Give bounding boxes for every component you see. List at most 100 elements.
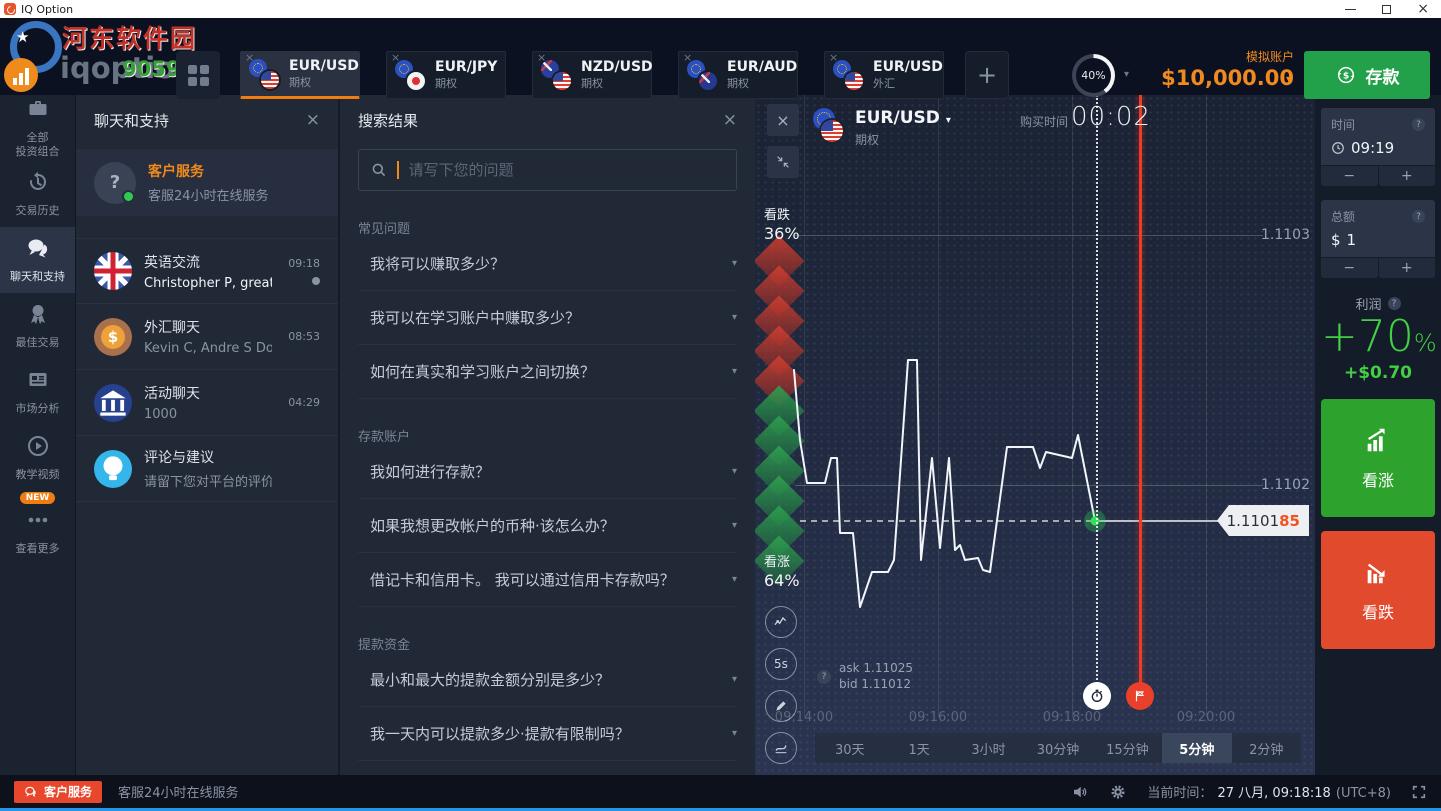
search-box[interactable] [358,149,737,191]
minimize-button[interactable] [1345,8,1357,10]
deposit-button[interactable]: $ 存款 [1304,51,1430,99]
profit-gauge[interactable]: 40% [1072,54,1115,97]
asset-tab-eur-usd[interactable]: × EUR/USD 期权 [240,51,360,99]
search-panel-close-icon[interactable]: × [722,110,737,130]
tab-close-icon[interactable]: × [829,51,839,64]
time-gridline [1072,95,1073,717]
time-box[interactable]: 时间 ? 09:19 [1321,108,1435,165]
support-name: 客户服务 [148,164,204,180]
chat-time: 08:53 [288,330,320,343]
asset-tab-eur-jpy[interactable]: × EUR/JPY 期权 [386,51,506,99]
chart-collapse-button[interactable] [767,146,799,178]
asset-grid-button[interactable] [176,51,220,99]
gauge-chevron-down-icon[interactable]: ▾ [1124,69,1130,80]
chart-asset-header[interactable]: EUR/USD ▾ 期权 [813,108,951,148]
gear-icon [1111,784,1125,799]
amount-help-icon[interactable]: ? [1412,210,1425,223]
quote-help-icon[interactable]: ? [817,669,831,684]
timeframe-30分钟[interactable]: 30分钟 [1036,742,1080,758]
put-button[interactable]: 看跌 [1321,531,1435,650]
time-minus-button[interactable]: − [1321,166,1378,186]
faq-question[interactable]: 我一天内可以提款多少·提款有限制吗？ ▾ [358,707,737,761]
sidebar-item-查看更多[interactable]: NEW 查看更多 [0,491,75,557]
chat-item-外汇聊天[interactable]: $ 外汇聊天 Kevin C, Andre S Dominic ... 08:53 [76,304,338,370]
bank-avatar [94,383,132,422]
asset-tabs: × EUR/USD 期权 × EUR/JPY 期权 × NZD/USD 期权 × EUR/AUD 期权… [240,51,944,99]
timeframe-3小时[interactable]: 3小时 [971,742,1006,758]
chat-item-活动聊天[interactable]: 活动聊天 1000 04:29 [76,370,338,436]
timeframe-1天[interactable]: 1天 [908,742,930,758]
chat-name: 评论与建议 [144,450,214,466]
pencil-icon [776,701,786,711]
time-help-icon[interactable]: ? [1412,118,1425,131]
faq-question[interactable]: 我可以在学习账户中赚取多少？ ▾ [358,291,737,345]
time-plus-button[interactable]: + [1378,166,1435,186]
call-button[interactable]: 看涨 [1321,399,1435,518]
bottom-accent-strip [0,808,1441,811]
faq-question[interactable]: 最小和最大的提款金额分别是多少？ ▾ [358,653,737,707]
chevron-down-icon: ▾ [731,366,737,377]
maximize-button[interactable] [1382,4,1392,14]
sidebar-item-最佳交易[interactable]: 最佳交易 [0,293,75,359]
faq-question[interactable]: 如果我想更改帐户的币种·该怎么办？ ▾ [358,499,737,553]
tab-close-icon[interactable]: × [245,51,255,64]
chat-name: 活动聊天 [144,386,200,402]
tab-pair-label: EUR/USD [289,58,359,75]
asset-tab-eur-usd[interactable]: × EUR/USD 外汇 [824,51,944,99]
sidebar-item-教学视频[interactable]: 教学视频 [0,425,75,491]
add-asset-button[interactable]: + [965,51,1009,99]
faq-question[interactable]: 借记卡和信用卡。 我可以通过信用卡存款吗？ ▾ [358,553,737,607]
sidebar-item-聊天和支持[interactable]: 聊天和支持 [0,227,75,293]
timeframe-2分钟[interactable]: 2分钟 [1249,742,1284,758]
indicators-button[interactable] [765,732,797,764]
close-window-button[interactable]: × [1417,1,1429,17]
time-gridline [804,95,805,717]
fullscreen-button[interactable] [1411,784,1427,800]
amount-plus-button[interactable]: + [1378,258,1435,278]
sidebar-item-全部投资组合[interactable]: 全部 投资组合 [0,95,75,161]
draw-tool-button[interactable] [765,690,797,722]
faq-question[interactable]: 我如何进行存款？ ▾ [358,445,737,499]
chart-pair-label: EUR/USD [855,108,940,128]
asset-tab-eur-aud[interactable]: × EUR/AUD 期权 [678,51,798,99]
account-balance[interactable]: 模拟账户 $10,000.00 [1146,50,1294,90]
line-chart-icon [774,616,787,626]
expiry-time-marker [1126,682,1154,710]
chart-area[interactable]: × EUR/USD ▾ 期权 购买时间 00:02 1.1103 1.1102 [755,95,1315,775]
timeframe-30天[interactable]: 30天 [834,742,865,758]
tab-instrument-label: 期权 [435,76,457,90]
chart-type-button[interactable] [765,606,797,638]
watermark-star-icon: ★ [16,28,30,46]
support-chat-item[interactable]: ? 客户服务 客服24小时在线服务 [76,149,338,216]
sidebar-item-市场分析[interactable]: 市场分析 [0,359,75,425]
timeframe-15分钟[interactable]: 15分钟 [1106,742,1149,758]
faq-question[interactable]: 如何在真实和学习账户之间切换？ ▾ [358,345,737,399]
candle-interval-button[interactable]: 5s [765,648,797,680]
chart-close-button[interactable]: × [767,104,799,136]
more-icon [26,508,50,536]
purchase-time-marker [1083,682,1111,710]
news-icon [26,368,50,396]
timeframe-5分钟[interactable]: 5分钟 [1162,733,1232,763]
search-input[interactable] [408,161,724,179]
price-axis-label: 1.1102 [1261,477,1310,493]
profit-help-icon[interactable]: ? [1387,297,1401,310]
sidebar-item-交易历史[interactable]: 交易历史 [0,161,75,227]
tab-close-icon[interactable]: × [537,51,547,64]
amount-box[interactable]: 总额 ? $ 1 [1321,200,1435,257]
tab-close-icon[interactable]: × [683,51,693,64]
chat-item-英语交流[interactable]: 英语交流 Christopher P, great 09:18 [76,238,338,304]
settings-button[interactable] [1109,783,1127,801]
faq-question-text: 借记卡和信用卡。 我可以通过信用卡存款吗？ [370,571,675,589]
amount-minus-button[interactable]: − [1321,258,1378,278]
balance-chevron-down-icon[interactable]: ▾ [1286,74,1292,85]
chat-item-评论与建议[interactable]: 评论与建议请留下您对平台的评价。... [76,436,338,502]
tab-close-icon[interactable]: × [391,51,401,64]
asset-tab-nzd-usd[interactable]: × NZD/USD 期权 [532,51,653,99]
faq-question[interactable]: 我将可以赚取多少？ ▾ [358,237,737,291]
sound-button[interactable] [1071,783,1089,801]
support-button-label: 客户服务 [44,785,93,799]
faq-question-text: 我将可以赚取多少？ [370,255,506,273]
chat-panel-close-icon[interactable]: × [305,110,320,130]
support-button[interactable]: 客户服务 [14,780,103,803]
